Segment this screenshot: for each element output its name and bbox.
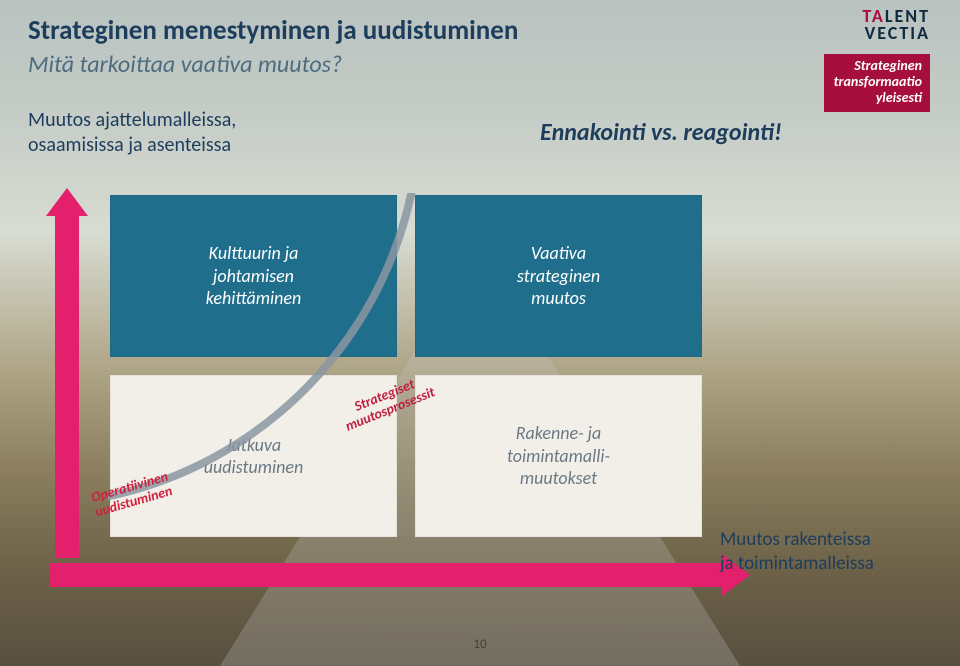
box-tr-l1: Vaativa (531, 242, 586, 265)
quadrant-top-right: Vaativa strateginen muutos (415, 195, 702, 357)
x-axis-arrow (50, 558, 750, 592)
x-axis-arrow-shaft (50, 563, 722, 587)
box-br-l1: Rakenne- ja (516, 422, 601, 445)
box-tr-l3: muutos (531, 287, 586, 310)
tag-line-2: transformaatio (834, 74, 922, 90)
axis-y-caption-l2: osaamisissa ja asenteissa (28, 133, 236, 158)
box-tr-l2: strateginen (517, 265, 600, 288)
quadrant-bottom-right: Rakenne- ja toimintamalli- muutokset (415, 375, 702, 537)
box-tl-l1: Kulttuurin ja (209, 242, 299, 265)
box-tl-l2: johtamisen (213, 265, 294, 288)
slide-title: Strateginen menestyminen ja uudistuminen (28, 14, 518, 47)
tag-line-1: Strateginen (834, 58, 922, 74)
axis-x-caption-l2: ja toimintamalleissa (720, 552, 874, 576)
box-br-l2: toimintamalli- (507, 445, 610, 468)
axis-x-caption: Muutos rakenteissa ja toimintamalleissa (720, 528, 874, 576)
slide-content: Strateginen menestyminen ja uudistuminen… (0, 0, 960, 666)
axis-y-caption-l1: Muutos ajattelumalleissa, (28, 108, 236, 133)
y-axis-arrow (50, 188, 84, 558)
tag-strateginen-transformaatio: Strateginen transformaatio yleisesti (824, 54, 930, 112)
slide-subtitle: Mitä tarkoittaa vaativa muutos? (28, 50, 342, 79)
box-bl-l1: Jatkuva (226, 434, 281, 457)
y-axis-arrow-shaft (55, 212, 79, 558)
quadrant-top-left: Kulttuurin ja johtamisen kehittäminen (110, 195, 397, 357)
axis-x-caption-l1: Muutos rakenteissa (720, 528, 874, 552)
tag-line-3: yleisesti (834, 90, 922, 106)
box-tl-l3: kehittäminen (206, 287, 301, 310)
logo-vectia: VECTIA (862, 25, 930, 42)
heading-ennakointi: Ennakointi vs. reagointi! (540, 118, 782, 147)
logo-talent-vectia: TALENT VECTIA (862, 8, 930, 42)
axis-y-caption: Muutos ajattelumalleissa, osaamisissa ja… (28, 108, 236, 158)
box-bl-l2: uudistuminen (204, 456, 303, 479)
page-number: 10 (473, 637, 486, 652)
box-br-l3: muutokset (520, 467, 597, 490)
